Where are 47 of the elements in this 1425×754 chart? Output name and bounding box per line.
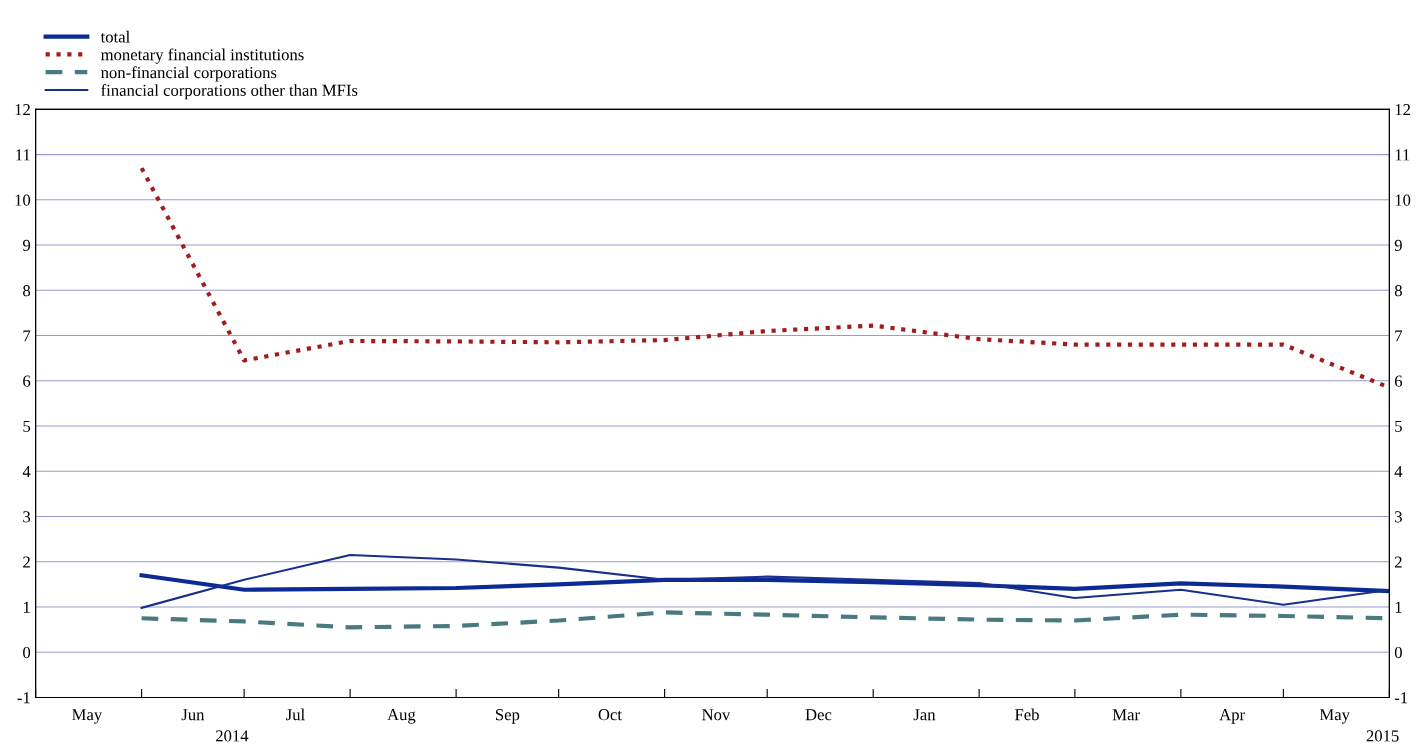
text: 2015 bbox=[1366, 730, 1399, 742]
x-tick-label: Mar bbox=[1112, 709, 1140, 721]
y-tick-label: 1 bbox=[23, 601, 30, 613]
x-tick-label: Jun bbox=[181, 709, 205, 721]
legend-label: total bbox=[100, 30, 130, 43]
y-tick-label: 5 bbox=[23, 420, 31, 432]
y-tick-label: 7 bbox=[23, 330, 31, 342]
y-tick-label: 11 bbox=[16, 149, 30, 161]
x-tick-label: May bbox=[1319, 709, 1350, 724]
y-tick-label: 2 bbox=[23, 556, 30, 568]
x-tick-label: Aug bbox=[387, 709, 416, 724]
y2-tick-label: 11 bbox=[1395, 149, 1410, 161]
x-tick-label: May bbox=[72, 709, 103, 724]
y2-tick-label: 6 bbox=[1394, 375, 1403, 387]
y-tick-label: 6 bbox=[23, 375, 31, 387]
x-tick-label: Sep bbox=[496, 709, 520, 724]
x-tick-label: Jul bbox=[286, 708, 305, 721]
y-tick-label: 12 bbox=[15, 104, 30, 116]
y-tick-label: 4 bbox=[22, 466, 31, 478]
x-tick-label: Nov bbox=[702, 709, 731, 721]
legend-label: non-financial corporations bbox=[101, 66, 277, 82]
legend-label: monetary financial institutions bbox=[100, 48, 304, 64]
x-tick-label: Dec bbox=[805, 709, 832, 721]
y-tick-label: -1 bbox=[17, 692, 30, 704]
y2-tick-label: 5 bbox=[1395, 420, 1402, 432]
y-tick-label: 3 bbox=[23, 511, 31, 523]
y2-tick-label: 4 bbox=[1394, 466, 1403, 478]
y2-tick-label: 1 bbox=[1395, 601, 1402, 613]
x-tick-label: Oct bbox=[598, 709, 622, 721]
y2-tick-label: 3 bbox=[1395, 511, 1402, 523]
legend-label: financial corporations other than MFIs bbox=[101, 84, 358, 100]
y2-tick-label: 7 bbox=[1395, 330, 1403, 342]
x-tick-label: Apr bbox=[1219, 709, 1245, 724]
y2-tick-label: 0 bbox=[1394, 646, 1402, 659]
y2-tick-label: 10 bbox=[1395, 194, 1411, 206]
y2-tick-label: 12 bbox=[1395, 104, 1410, 116]
y2-tick-label: 2 bbox=[1394, 556, 1402, 568]
x-tick-label: Jan bbox=[913, 709, 936, 721]
y2-tick-label: 8 bbox=[1394, 284, 1402, 297]
y-tick-label: 0 bbox=[23, 646, 31, 659]
y-tick-label: 9 bbox=[22, 239, 31, 251]
y-tick-label: 10 bbox=[15, 194, 31, 206]
y2-tick-label: -1 bbox=[1394, 692, 1408, 704]
y-tick-label: 8 bbox=[23, 284, 31, 297]
x-tick-label: Feb bbox=[1014, 708, 1039, 721]
y2-tick-label: 9 bbox=[1394, 239, 1402, 251]
text: 2014 bbox=[215, 730, 249, 742]
